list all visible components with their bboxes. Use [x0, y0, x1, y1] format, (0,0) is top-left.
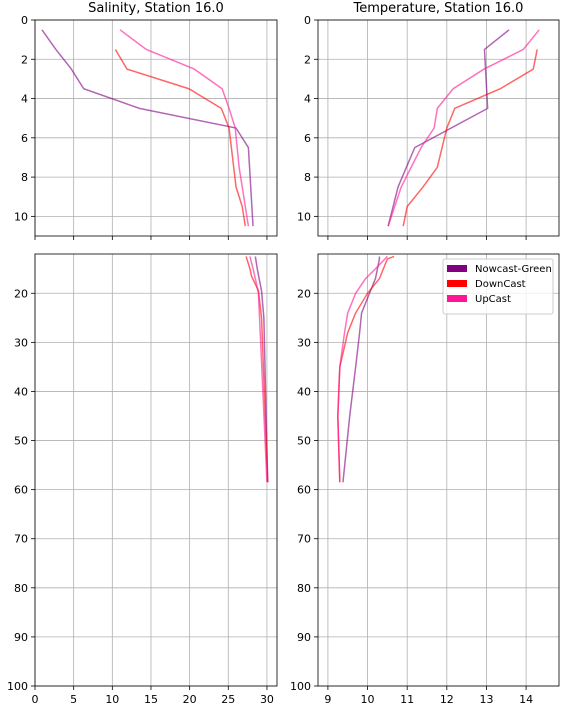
legend: Nowcast-Green DownCast UpCast	[442, 258, 554, 315]
x-tick-label: 10	[361, 693, 375, 706]
series-line	[387, 29, 510, 227]
legend-label: Nowcast-Green	[475, 264, 552, 275]
y-tick-label: 40	[297, 385, 311, 398]
y-tick-label: 2	[21, 53, 28, 66]
series-line	[254, 256, 269, 483]
x-tick-label: 10	[105, 693, 119, 706]
y-tick-label: 100	[7, 680, 28, 693]
y-tick-label: 30	[14, 336, 28, 349]
y-tick-label: 40	[14, 385, 28, 398]
legend-box	[442, 258, 554, 315]
y-tick-label: 20	[297, 287, 311, 300]
y-tick-label: 90	[297, 631, 311, 644]
x-tick-label: 13	[479, 693, 493, 706]
y-tick-label: 50	[297, 435, 311, 448]
y-tick-label: 20	[14, 287, 28, 300]
series-line	[41, 29, 254, 227]
legend-label: UpCast	[475, 294, 511, 305]
series-line	[249, 256, 268, 483]
x-tick-label: 9	[324, 693, 331, 706]
y-tick-label: 60	[297, 484, 311, 497]
legend-label: DownCast	[475, 279, 526, 290]
x-tick-label: 11	[400, 693, 414, 706]
y-tick-label: 8	[304, 171, 311, 184]
legend-swatch	[447, 265, 467, 272]
y-tick-label: 30	[297, 336, 311, 349]
x-tick-label: 20	[183, 693, 197, 706]
y-tick-label: 6	[304, 132, 311, 145]
y-tick-label: 10	[14, 210, 28, 223]
y-tick-label: 50	[14, 435, 28, 448]
x-tick-label: 14	[519, 693, 533, 706]
y-tick-label: 6	[21, 132, 28, 145]
y-tick-label: 10	[297, 210, 311, 223]
x-tick-label: 5	[70, 693, 77, 706]
series-line	[114, 49, 247, 227]
y-tick-label: 100	[290, 680, 311, 693]
y-tick-label: 60	[14, 484, 28, 497]
y-tick-label: 4	[21, 93, 28, 106]
y-tick-label: 0	[21, 14, 28, 27]
series-line	[387, 29, 540, 227]
series-line	[342, 256, 381, 483]
y-tick-label: 80	[14, 582, 28, 595]
y-tick-label: 70	[14, 533, 28, 546]
subplot: 0 5 10 15 20 25 30 20 30 40 50 60 70 80 90 100	[7, 253, 278, 706]
x-tick-label: 25	[221, 693, 235, 706]
series-line	[402, 49, 538, 227]
x-tick-label: 15	[144, 693, 158, 706]
y-tick-label: 0	[304, 14, 311, 27]
series-line	[245, 256, 269, 483]
subplot-title: Temperature, Station 16.0	[353, 1, 524, 16]
subplot-title: Salinity, Station 16.0	[88, 1, 224, 16]
axes-frame	[34, 253, 278, 687]
y-tick-label: 90	[14, 631, 28, 644]
subplot: Salinity, Station 16.0 0 2 4 6 8 10	[14, 1, 278, 240]
axes-frame	[34, 19, 278, 237]
x-tick-label: 0	[32, 693, 39, 706]
subplot: 9 10 11 12 13 14 20 30 40 50 60 70 80 90 100 Nowcast-Gr…	[290, 253, 560, 706]
subplot: Temperature, Station 16.0 0 2 4 6 8 10	[297, 1, 560, 240]
series-line	[337, 255, 388, 483]
legend-swatch	[447, 280, 467, 287]
x-tick-label: 30	[260, 693, 274, 706]
x-tick-label: 12	[440, 693, 454, 706]
legend-swatch	[447, 295, 467, 302]
y-tick-label: 70	[297, 533, 311, 546]
y-tick-label: 8	[21, 171, 28, 184]
y-tick-label: 2	[304, 53, 311, 66]
axes-frame	[317, 19, 560, 237]
y-tick-label: 4	[304, 93, 311, 106]
series-line	[119, 29, 250, 227]
y-tick-label: 80	[297, 582, 311, 595]
axes-frame	[317, 253, 560, 687]
